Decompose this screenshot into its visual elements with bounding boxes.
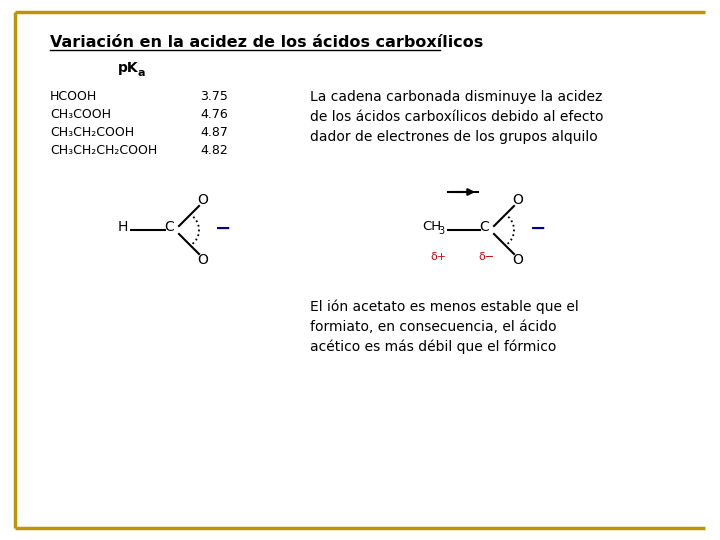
Text: 3.75: 3.75 [200,90,228,103]
Text: 4.87: 4.87 [200,126,228,139]
Text: O: O [513,253,523,267]
Text: −: − [530,219,546,238]
Text: δ+: δ+ [430,252,446,262]
Text: 3: 3 [438,226,444,236]
Text: CH₃CH₂COOH: CH₃CH₂COOH [50,126,134,139]
Text: δ−: δ− [478,252,494,262]
Text: O: O [197,253,208,267]
Text: 4.82: 4.82 [200,144,228,157]
Text: HCOOH: HCOOH [50,90,97,103]
Text: de los ácidos carboxílicos debido al efecto: de los ácidos carboxílicos debido al efe… [310,110,603,124]
Text: acético es más débil que el fórmico: acético es más débil que el fórmico [310,340,557,354]
Text: C: C [164,220,174,234]
Text: a: a [138,68,145,78]
Text: dador de electrones de los grupos alquilo: dador de electrones de los grupos alquil… [310,130,598,144]
Text: La cadena carbonada disminuye la acidez: La cadena carbonada disminuye la acidez [310,90,603,104]
Text: CH₃COOH: CH₃COOH [50,108,111,121]
Text: CH: CH [422,220,441,233]
Text: −: − [215,219,231,238]
Text: formiato, en consecuencia, el ácido: formiato, en consecuencia, el ácido [310,320,557,334]
Text: O: O [197,193,208,207]
Text: H: H [118,220,128,234]
Text: 4.76: 4.76 [200,108,228,121]
Text: C: C [479,220,489,234]
Text: O: O [513,193,523,207]
Text: Variación en la acidez de los ácidos carboxílicos: Variación en la acidez de los ácidos car… [50,35,483,50]
Text: pK: pK [118,61,139,75]
Text: El ión acetato es menos estable que el: El ión acetato es menos estable que el [310,300,579,314]
Text: CH₃CH₂CH₂COOH: CH₃CH₂CH₂COOH [50,144,157,157]
